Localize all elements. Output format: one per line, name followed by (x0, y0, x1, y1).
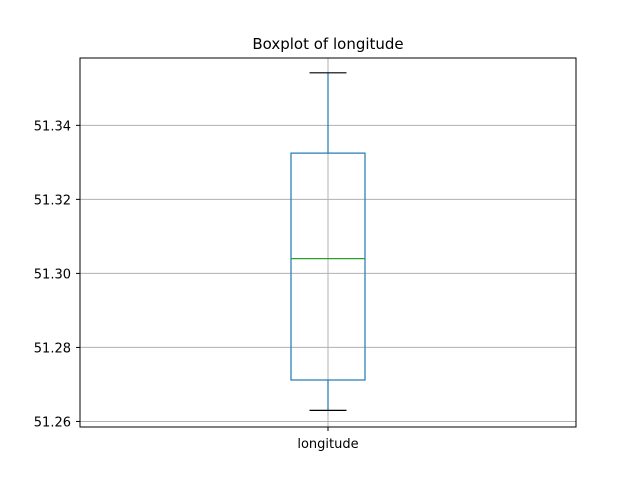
y-tick-label: 51.26 (34, 415, 71, 430)
axis-layer: 51.26 51.28 51.30 51.32 51.34 longitude (34, 57, 577, 452)
x-tick-label: longitude (297, 437, 358, 452)
y-tick-label: 51.28 (34, 341, 71, 356)
y-tick-label: 51.34 (34, 119, 71, 134)
box-layer (290, 72, 366, 411)
y-tick-label: 51.30 (34, 267, 71, 282)
chart-title: Boxplot of longitude (252, 35, 403, 53)
iqr-box (290, 152, 366, 381)
plot-frame (79, 57, 577, 428)
y-tick-label: 51.32 (34, 193, 71, 208)
